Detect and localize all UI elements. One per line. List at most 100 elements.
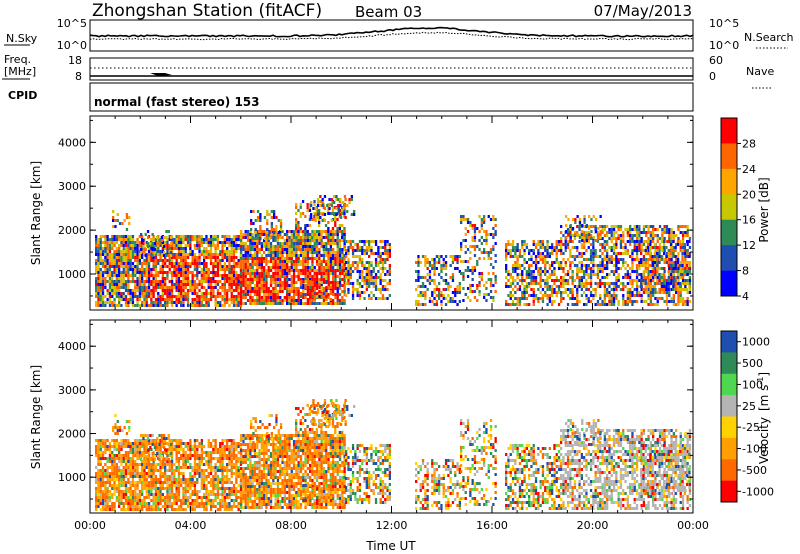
echo-cell [219, 301, 222, 304]
echo-cell [456, 255, 459, 258]
echo-cell [182, 274, 185, 277]
echo-cell [292, 296, 296, 299]
echo-cell [471, 227, 474, 230]
echo-cell [573, 279, 577, 282]
echo-cell [115, 238, 118, 241]
echo-cell [235, 283, 238, 286]
echo-cell [332, 302, 335, 305]
echo-cell [99, 448, 102, 451]
echo-cell [325, 245, 328, 248]
echo-cell [564, 291, 567, 294]
echo-cell [644, 240, 647, 243]
echo-cell [677, 237, 680, 240]
echo-cell [311, 286, 314, 289]
echo-cell [235, 235, 238, 238]
echo-cell [196, 241, 199, 244]
echo-cell [424, 261, 427, 264]
echo-cell [433, 288, 436, 291]
echo-cell [127, 256, 130, 259]
echo-cell [143, 247, 146, 250]
echo-cell [99, 478, 102, 481]
echo-cell [299, 284, 303, 287]
echo-cell [318, 290, 321, 293]
echo-cell [612, 294, 616, 297]
echo-cell [299, 278, 303, 281]
echo-cell [587, 225, 590, 228]
echo-cell [347, 273, 350, 276]
echo-cell [585, 294, 588, 297]
echo-cell [386, 288, 389, 291]
echo-cell [592, 270, 595, 273]
echo-cell [548, 273, 551, 276]
echo-cell [566, 243, 570, 246]
echo-cell [451, 291, 455, 294]
echo-cell [168, 280, 171, 283]
echo-cell [660, 279, 663, 282]
echo-cell [311, 283, 314, 286]
echo-cell [295, 266, 298, 269]
echo-cell [147, 250, 151, 253]
echo-cell [127, 241, 130, 244]
echo-cell [281, 236, 284, 239]
echo-cell [656, 291, 659, 294]
echo-cell [480, 218, 483, 221]
echo-cell [111, 484, 114, 487]
echo-cell [622, 252, 625, 255]
echo-cell [370, 249, 373, 252]
echo-cell [177, 271, 181, 274]
echo-cell [150, 289, 153, 292]
echo-cell [617, 279, 620, 282]
echo-cell [612, 243, 616, 246]
echo-cell [111, 247, 114, 250]
echo-cell [237, 244, 240, 247]
echo-cell [153, 242, 157, 245]
echo-cell [134, 256, 137, 259]
echo-cell [259, 234, 262, 237]
echo-cell [288, 287, 291, 290]
echo-cell [113, 253, 116, 256]
echo-cell [594, 230, 598, 233]
echo-cell [209, 283, 213, 286]
echo-cell [315, 248, 318, 251]
echo-cell [265, 293, 268, 296]
echo-cell [99, 463, 102, 466]
echo-cell [601, 300, 604, 303]
echo-cell [660, 258, 663, 261]
echo-cell [99, 496, 102, 499]
echo-cell [424, 297, 427, 300]
echo-cell [466, 269, 470, 272]
echo-cell [573, 285, 577, 288]
echo-cell [111, 241, 114, 244]
echo-cell [145, 277, 148, 280]
echo-cell [267, 302, 270, 305]
echo-cell [104, 277, 107, 280]
echo-cell [228, 298, 231, 301]
echo-cell [478, 284, 481, 287]
echo-cell [341, 260, 344, 263]
echo-cell [309, 280, 312, 283]
echo-cell [603, 240, 606, 243]
echo-cell [276, 296, 280, 299]
echo-cell [668, 240, 671, 243]
echo-cell [180, 247, 183, 250]
echo-cell [147, 274, 151, 277]
echo-cell [189, 244, 192, 247]
echo-cell [320, 200, 323, 203]
echo-cell [349, 246, 352, 249]
echo-cell [594, 255, 597, 258]
echo-cell [665, 294, 669, 297]
echo-cell [647, 273, 650, 276]
echo-cell [196, 304, 199, 307]
echo-cell [122, 274, 125, 277]
echo-cell [138, 259, 141, 262]
echo-cell [631, 300, 634, 303]
echo-cell [458, 291, 461, 294]
echo-cell [356, 282, 359, 285]
echo-cell [310, 201, 313, 204]
echo-cell [306, 272, 309, 275]
echo-cell [663, 237, 666, 240]
echo-cell [560, 243, 563, 246]
echo-cell [259, 219, 262, 222]
echo-cell [286, 230, 289, 233]
echo-cell [115, 442, 118, 445]
